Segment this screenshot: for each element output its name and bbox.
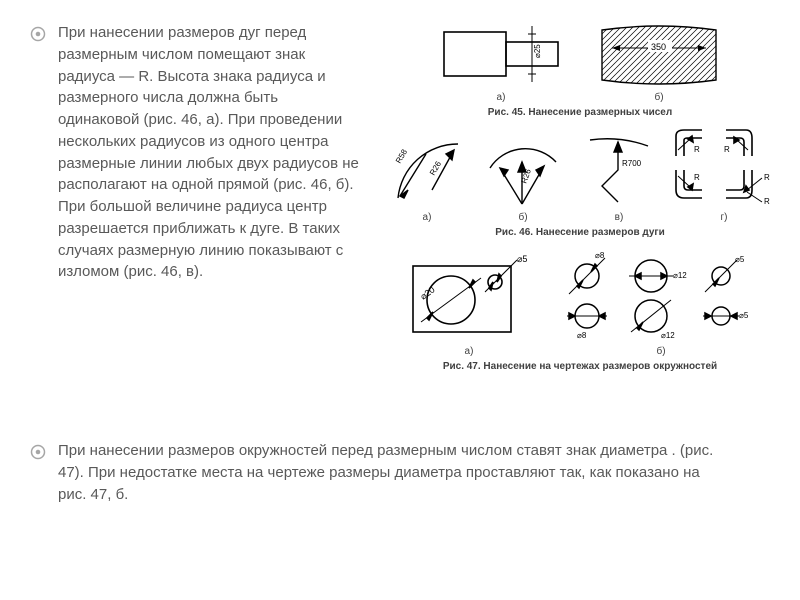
fig46-a: R58 R26 а) xyxy=(386,128,468,223)
bullet-marker-icon xyxy=(30,444,46,460)
fig46-g-label: г) xyxy=(674,212,774,223)
bullet-marker-icon xyxy=(30,26,46,42)
fig47-b: ⌀8 ⌀8 ⌀12 ⌀12 ⌀5 ⌀5 б) xyxy=(561,248,761,357)
fig47-a-d1: ⌀20 xyxy=(418,284,436,301)
fig46-g-r5: R xyxy=(764,197,770,206)
fig46-g-r4: R xyxy=(764,173,770,182)
fig47-b-d3: ⌀12 xyxy=(673,271,687,280)
fig46-b: R26 б) xyxy=(482,128,564,223)
fig46-g-r3: R xyxy=(694,173,700,182)
fig45-a: ⌀25 а) xyxy=(436,18,566,103)
fig47-a: ⌀20 ⌀5 а) xyxy=(399,248,539,357)
fig46-g-r2: R xyxy=(724,145,730,154)
fig46-a-r1: R58 xyxy=(394,147,409,165)
bullet-1: При нанесении размеров дуг перед размерн… xyxy=(30,22,362,283)
fig46-caption: Рис. 46. Нанесение размеров дуги xyxy=(380,227,780,238)
fig47-b-d1: ⌀8 xyxy=(595,251,605,260)
fig47-b-d2: ⌀8 xyxy=(577,331,587,340)
fig47-b-d5: ⌀5 xyxy=(735,255,745,264)
fig47-b-d6: ⌀5 xyxy=(739,311,749,320)
fig45-a-dim: ⌀25 xyxy=(533,44,542,58)
fig45-a-label: а) xyxy=(436,92,566,103)
fig45-b-dim: 350 xyxy=(651,42,666,52)
fig46-v-r: R700 xyxy=(622,159,642,168)
fig47-row: ⌀20 ⌀5 а) xyxy=(380,248,780,357)
fig47-a-label: а) xyxy=(399,346,539,357)
fig47-a-d2: ⌀5 xyxy=(517,254,527,264)
fig47-caption: Рис. 47. Нанесение на чертежах размеров … xyxy=(380,361,780,372)
fig46-v-label: в) xyxy=(578,212,660,223)
fig45-row: ⌀25 а) 350 xyxy=(380,18,780,103)
fig47-b-d4: ⌀12 xyxy=(661,331,675,340)
fig45-caption: Рис. 45. Нанесение размерных чисел xyxy=(380,107,780,118)
fig46-row: R58 R26 а) R26 xyxy=(380,128,780,223)
fig46-g: R R R R R г) xyxy=(674,128,774,223)
bullet-2-text: При нанесении размеров окружностей перед… xyxy=(58,440,720,505)
fig45-b: 350 б) xyxy=(594,18,724,103)
fig46-g-r1: R xyxy=(694,145,700,154)
fig47-b-label: б) xyxy=(561,346,761,357)
bullet-2: При нанесении размеров окружностей перед… xyxy=(30,440,720,505)
fig46-b-label: б) xyxy=(482,212,564,223)
fig45-b-label: б) xyxy=(594,92,724,103)
fig46-v: R700 в) xyxy=(578,128,660,223)
fig46-a-label: а) xyxy=(386,212,468,223)
figures-area: ⌀25 а) 350 xyxy=(380,18,780,382)
bullet-1-text: При нанесении размеров дуг перед размерн… xyxy=(58,22,362,283)
